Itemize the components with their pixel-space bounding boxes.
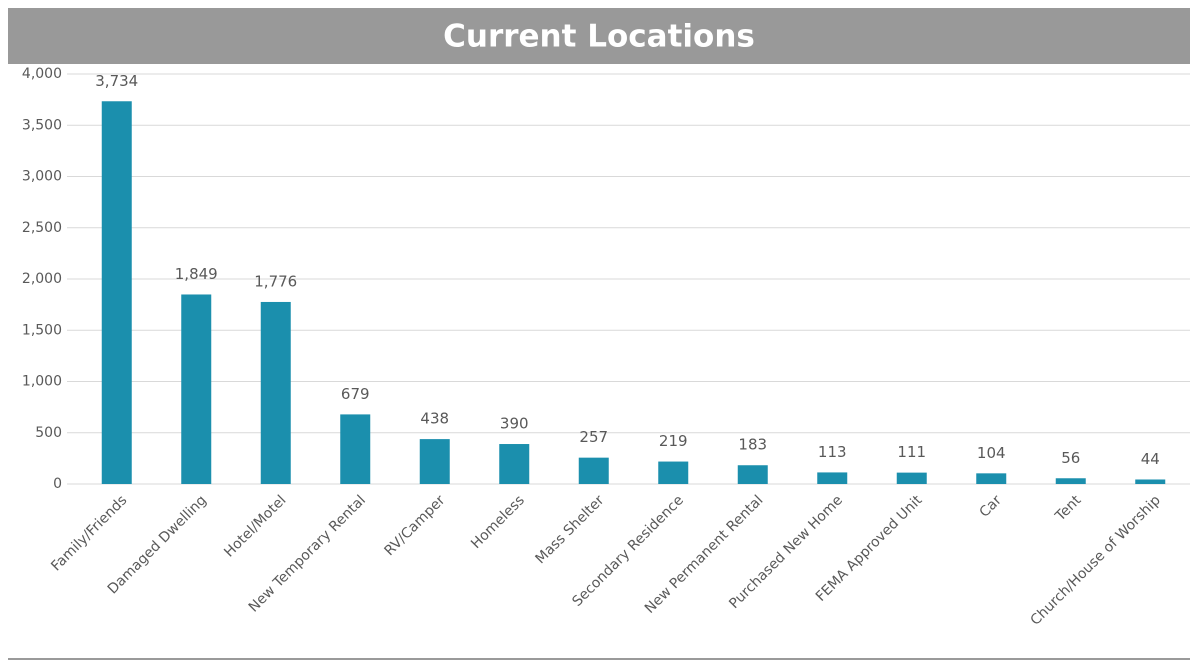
value-label: 56 xyxy=(1061,449,1080,467)
y-tick-label: 2,500 xyxy=(22,220,62,236)
value-label: 113 xyxy=(818,443,847,461)
bar xyxy=(578,457,609,484)
value-label: 183 xyxy=(738,436,767,454)
chart-title: Current Locations xyxy=(443,19,755,55)
value-label: 438 xyxy=(420,410,449,428)
title-bar xyxy=(8,8,1190,64)
value-label: 111 xyxy=(897,443,926,461)
y-tick-label: 2,000 xyxy=(22,271,62,287)
x-tick-label: Homeless xyxy=(468,492,528,552)
y-tick-label: 1,000 xyxy=(22,374,62,390)
y-tick-label: 1,500 xyxy=(22,322,62,338)
x-tick-label: Family/Friends xyxy=(48,492,130,574)
bar xyxy=(340,414,371,484)
value-label: 390 xyxy=(500,415,529,433)
value-label: 3,734 xyxy=(95,72,138,90)
bar xyxy=(976,473,1007,484)
value-label: 44 xyxy=(1141,450,1160,468)
value-label: 679 xyxy=(341,385,370,403)
x-tick-label: RV/Camper xyxy=(382,492,449,559)
x-tick-label: Car xyxy=(977,492,1006,521)
bar xyxy=(419,439,450,484)
y-tick-label: 500 xyxy=(35,425,62,441)
y-tick-label: 4,000 xyxy=(22,66,62,82)
x-tick-label: Hotel/Motel xyxy=(221,492,289,560)
value-label: 1,849 xyxy=(175,265,218,283)
bar xyxy=(817,472,848,484)
y-tick-label: 3,500 xyxy=(22,117,62,133)
bar xyxy=(658,461,689,484)
y-tick-label: 3,000 xyxy=(22,169,62,185)
bar xyxy=(499,444,530,484)
x-tick-label: Tent xyxy=(1052,492,1085,525)
value-label: 219 xyxy=(659,432,688,450)
value-label: 1,776 xyxy=(254,272,297,290)
value-label: 104 xyxy=(977,444,1006,462)
bar xyxy=(181,294,212,484)
bar xyxy=(101,101,132,484)
y-tick-label: 0 xyxy=(53,476,62,492)
bar xyxy=(1055,478,1086,484)
bar xyxy=(1135,479,1166,484)
value-label: 257 xyxy=(579,428,608,446)
bar xyxy=(896,472,927,484)
bar xyxy=(260,301,291,484)
x-tick-label: Mass Shelter xyxy=(533,492,608,567)
x-tick-label: Church/House of Worship xyxy=(1028,492,1164,628)
bar xyxy=(737,465,768,484)
